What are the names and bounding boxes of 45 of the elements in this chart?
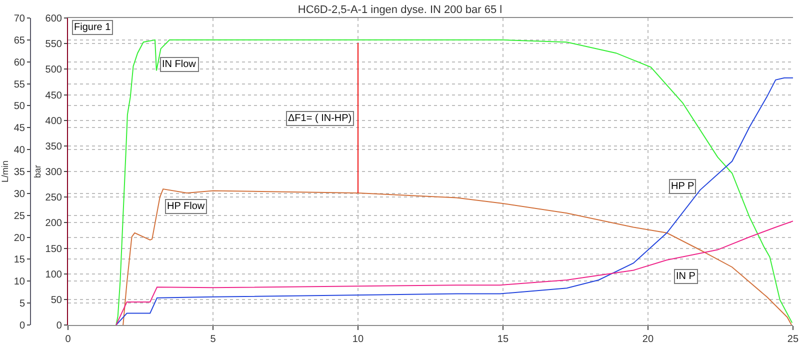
y-tick-label: 65 <box>14 35 26 46</box>
x-tick-label: 15 <box>497 334 509 344</box>
y-tick-label: 40 <box>14 145 26 156</box>
y2-tick-label: 200 <box>45 218 62 230</box>
y-tick-label: 70 <box>14 14 26 24</box>
x-tick-label: 25 <box>787 334 799 344</box>
x-tick-label: 20 <box>642 334 654 344</box>
y2-tick-label: 500 <box>45 64 62 76</box>
y2-tick-label: 450 <box>45 90 62 102</box>
y-tick-label: 15 <box>14 254 26 266</box>
series-label: IN P <box>676 271 696 282</box>
y2-tick-label: 100 <box>45 269 62 280</box>
series-label: IN Flow <box>162 59 197 70</box>
y-tick-label: 30 <box>14 188 26 200</box>
y-tick-label: 10 <box>14 276 26 288</box>
y-tick-label: 5 <box>19 298 26 310</box>
series-label: HP Flow <box>167 201 206 212</box>
series-label: HP P <box>671 181 694 192</box>
y2-axis-title: bar <box>32 164 43 178</box>
chart-title: HC6D-2,5-A-1 ingen dyse. IN 200 bar 65 l <box>298 4 502 16</box>
annotation: ΔF1= ( IN-HP) <box>288 113 352 124</box>
line-series <box>122 188 792 325</box>
y2-tick-label: 250 <box>45 192 62 204</box>
x-tick-label: 0 <box>65 334 72 344</box>
y-tick-label: 20 <box>14 232 26 244</box>
y-tick-label: 55 <box>14 79 26 90</box>
x-tick-label: 5 <box>210 334 216 344</box>
y2-tick-label: 50 <box>50 294 62 306</box>
x-tick-label: 10 <box>352 334 364 344</box>
y-tick-label: 45 <box>14 123 26 134</box>
y2-tick-label: 550 <box>45 39 62 50</box>
y-tick-label: 0 <box>19 320 26 332</box>
y-tick-label: 50 <box>14 101 26 112</box>
annotation: Figure 1 <box>74 22 112 33</box>
y2-tick-label: 400 <box>45 116 62 127</box>
y2-tick-label: 600 <box>45 14 62 24</box>
line-series <box>116 220 793 325</box>
y-axis-title: L/min <box>0 160 10 183</box>
y-tick-label: 60 <box>14 57 26 68</box>
y-tick-label: 25 <box>14 210 26 222</box>
y2-tick-label: 300 <box>45 167 62 178</box>
y2-tick-label: 350 <box>45 141 62 152</box>
y2-tick-label: 0 <box>56 320 62 332</box>
y-tick-label: 35 <box>14 167 26 178</box>
y2-tick-label: 150 <box>45 244 62 255</box>
